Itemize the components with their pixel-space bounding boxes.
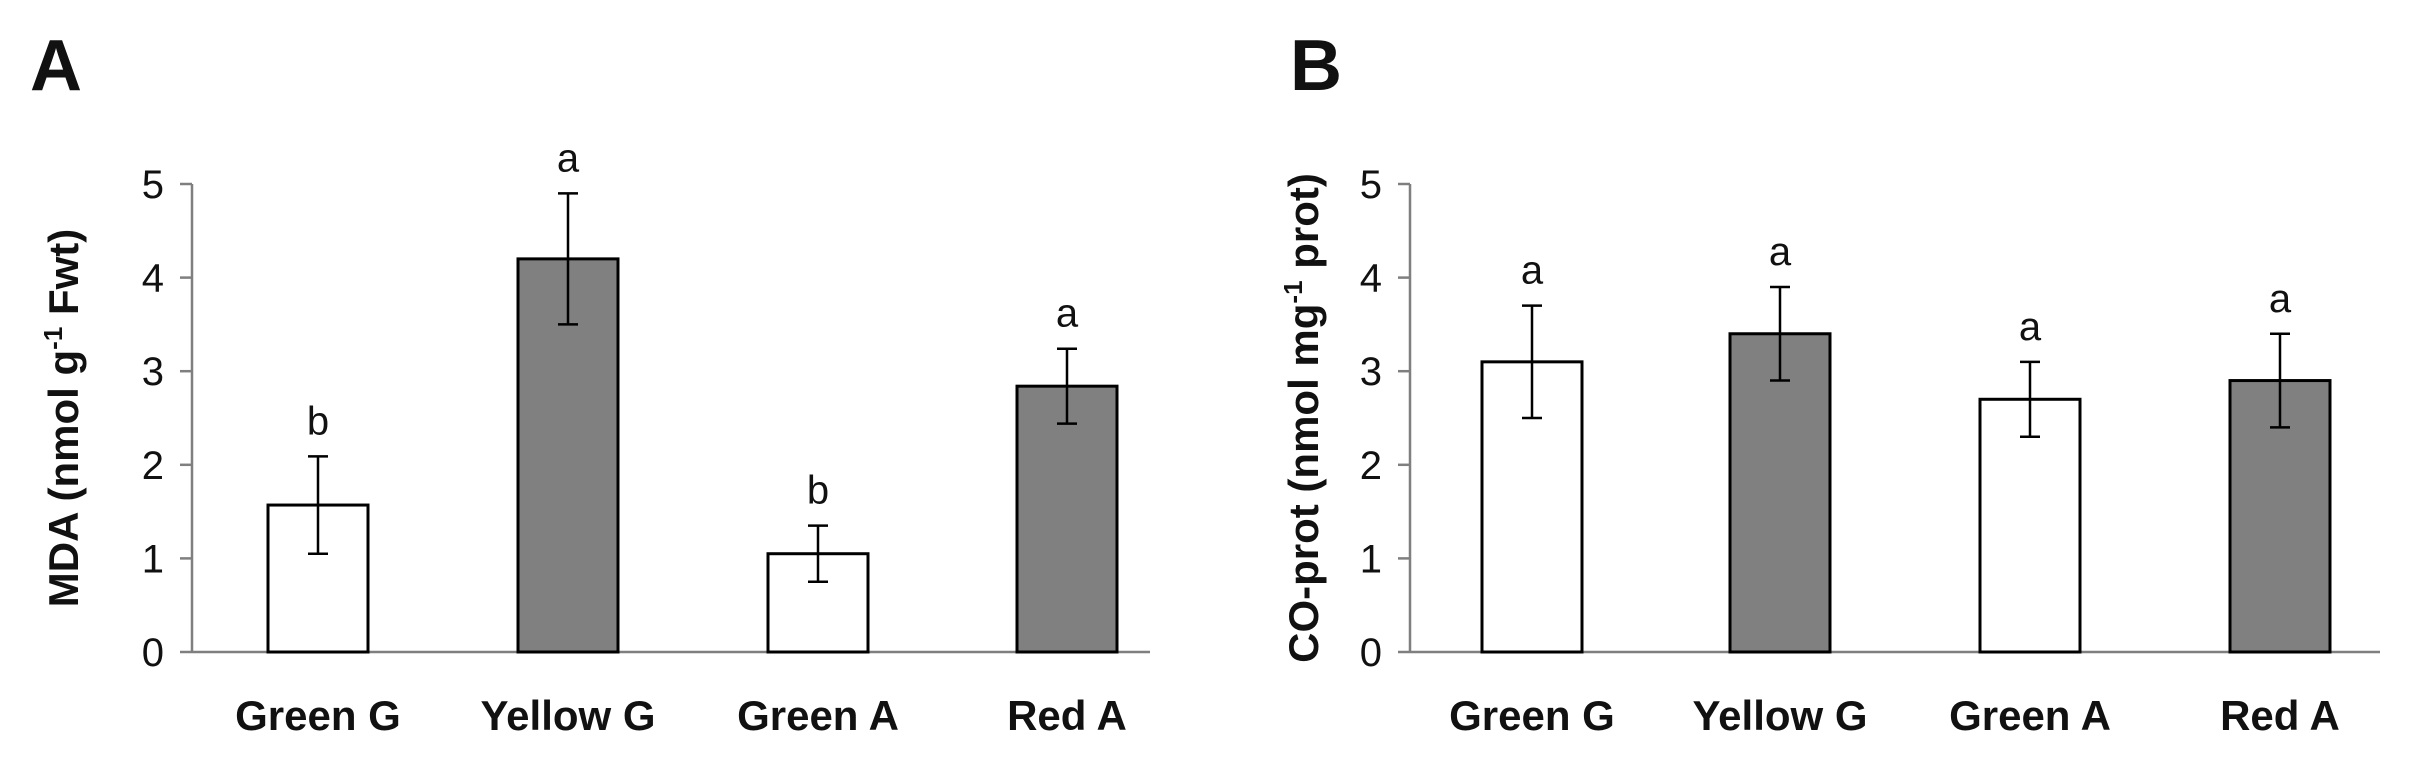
- significance-letter: a: [1521, 249, 1544, 293]
- y-tick-label: 3: [1360, 350, 1382, 394]
- x-tick-label: Green A: [737, 692, 899, 739]
- x-tick-label: Yellow G: [480, 692, 655, 739]
- y-tick-label: 1: [1360, 537, 1382, 581]
- y-axis-label-superscript: -1: [1278, 280, 1308, 303]
- y-tick-label: 2: [1360, 444, 1382, 488]
- x-tick-label: Yellow G: [1692, 692, 1867, 739]
- panel-b: B CO-prot (nmol mg-1 prot) 0 1 2 3 4 5 a Green G a…: [1278, 26, 2380, 739]
- y-tick-label: 1: [142, 537, 164, 581]
- significance-letter: b: [307, 399, 329, 443]
- y-tick-label: 5: [142, 163, 164, 207]
- y-axis-label-superscript: -1: [38, 327, 68, 350]
- y-tick-label: 0: [142, 631, 164, 675]
- significance-letter: a: [1769, 230, 1792, 274]
- x-tick-label: Red A: [2220, 692, 2340, 739]
- y-axis-label: CO-prot (nmol mg-1 prot): [1278, 173, 1327, 663]
- y-axis-label-text: MDA (nmol g: [40, 350, 87, 607]
- significance-letter: a: [2019, 305, 2042, 349]
- significance-letter: a: [557, 136, 580, 180]
- significance-letter: a: [2269, 277, 2292, 321]
- y-tick-label: 2: [142, 444, 164, 488]
- x-tick-label: Green G: [235, 692, 401, 739]
- x-tick-label: Green G: [1449, 692, 1615, 739]
- y-tick-label: 4: [1360, 257, 1382, 301]
- panel-a: A MDA (nmol g-1 Fwt) 0 1 2 3 4 5 b Green G a Yellow…: [30, 26, 1150, 739]
- y-axis-label-text: prot): [1280, 173, 1327, 280]
- significance-letter: b: [807, 469, 829, 513]
- y-tick-label: 4: [142, 257, 164, 301]
- y-axis-label-text: Fwt): [40, 229, 87, 327]
- y-axis-label: MDA (nmol g-1 Fwt): [38, 229, 87, 608]
- y-tick-label: 5: [1360, 163, 1382, 207]
- x-tick-label: Green A: [1949, 692, 2111, 739]
- bar: [1015, 384, 1119, 654]
- panel-label: A: [30, 26, 82, 106]
- y-axis-label-text: CO-prot (nmol mg: [1280, 304, 1327, 663]
- significance-letter: a: [1056, 292, 1079, 336]
- x-tick-label: Red A: [1007, 692, 1127, 739]
- y-tick-label: 3: [142, 350, 164, 394]
- y-tick-label: 0: [1360, 631, 1382, 675]
- bar: [766, 552, 870, 654]
- bar: [1978, 397, 2082, 654]
- panel-label: B: [1290, 26, 1342, 106]
